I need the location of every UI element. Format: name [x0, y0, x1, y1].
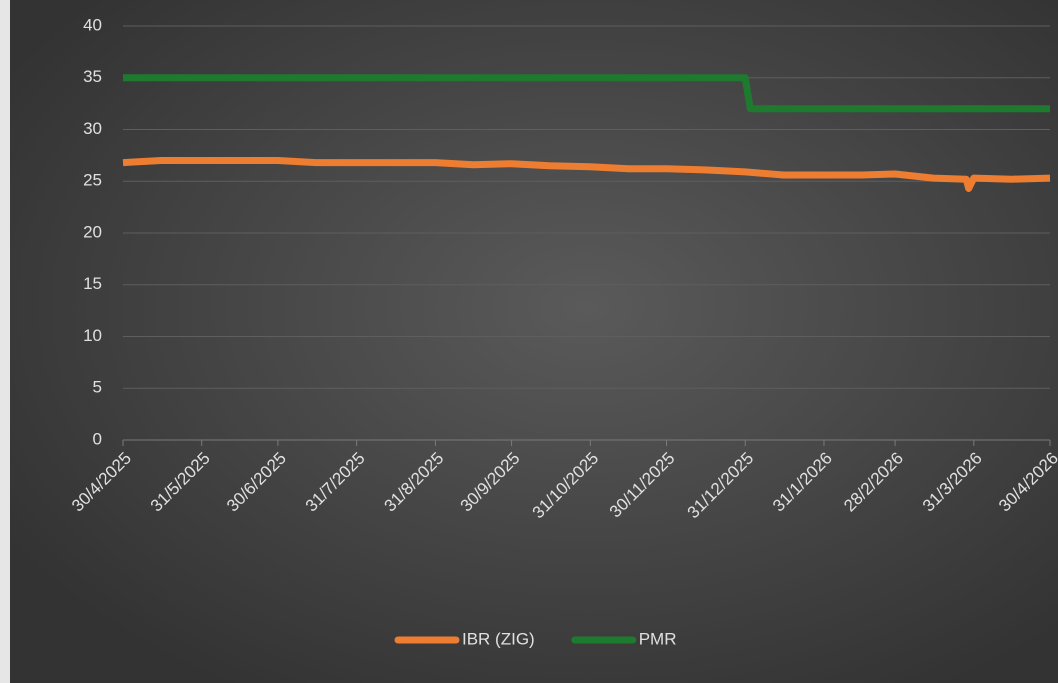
- legend-label: PMR: [639, 629, 677, 648]
- series-line: [122, 157, 1051, 192]
- chart-background: [10, 0, 1058, 683]
- series-line: [123, 74, 1050, 113]
- y-tick-label: 20: [83, 222, 102, 241]
- y-tick-label: 0: [93, 429, 102, 448]
- y-tick-label: 15: [83, 274, 102, 293]
- legend-label: IBR (ZIG): [462, 629, 535, 648]
- y-tick-label: 25: [83, 171, 102, 190]
- y-tick-label: 5: [93, 378, 102, 397]
- y-tick-label: 30: [83, 119, 102, 138]
- y-tick-label: 10: [83, 326, 102, 345]
- y-tick-label: 35: [83, 67, 102, 86]
- y-tick-label: 40: [83, 15, 102, 34]
